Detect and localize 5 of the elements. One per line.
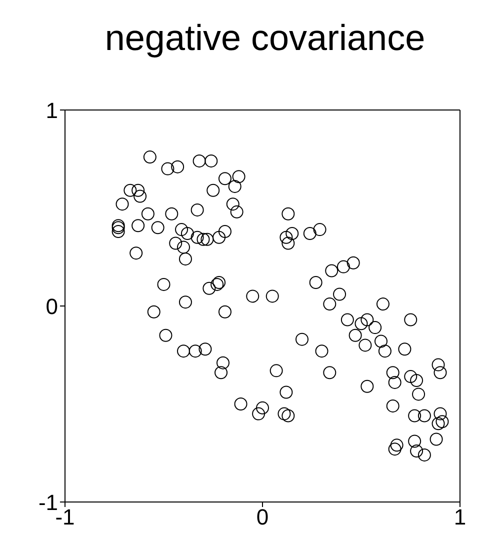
chart-title: negative covariance [104,16,426,60]
y-tick-label: 1 [46,98,58,123]
y-tick-label: 0 [46,294,58,319]
x-tick-label: 0 [256,504,269,530]
x-tick-label: 1 [454,504,466,530]
